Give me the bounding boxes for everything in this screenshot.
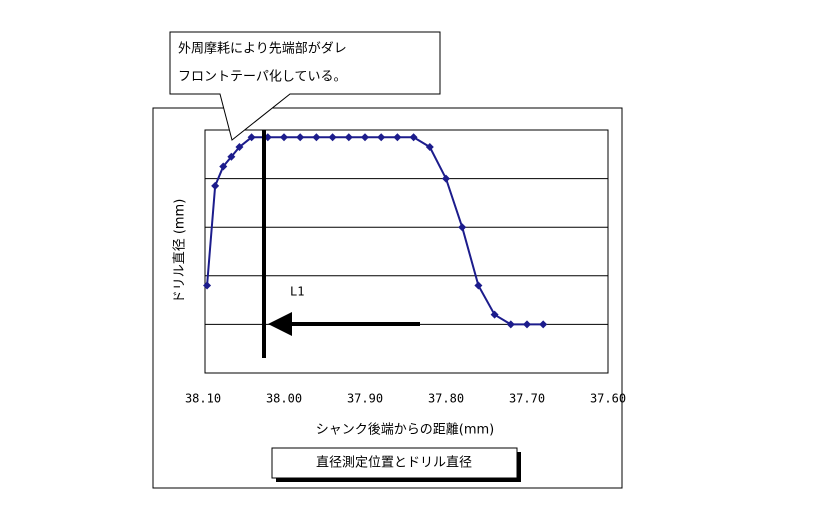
caption: 直径測定位置とドリル直径: [316, 456, 472, 471]
arrow-head: [268, 312, 292, 336]
x-tick-label: 37.80: [428, 392, 464, 406]
x-tick-label: 37.90: [347, 392, 383, 406]
x-tick-label: 38.00: [266, 392, 302, 406]
callout-box: [169, 31, 441, 141]
data-point: [247, 133, 256, 142]
data-point: [227, 152, 236, 161]
data-point: [203, 281, 212, 290]
data-point: [425, 143, 434, 152]
x-axis-title: シャンク後端からの距離(mm): [316, 423, 494, 438]
data-point: [393, 133, 402, 142]
x-tick-label: 38.10: [185, 392, 221, 406]
data-point: [474, 281, 483, 290]
callout-text: 外周摩耗により先端部がダレ: [178, 41, 347, 57]
data-point: [409, 133, 418, 142]
plot-area: 38.10 38.00 37.90 37.80 37.70 37.60: [185, 129, 626, 406]
y-axis-title: ドリル直径 (mm): [173, 199, 188, 304]
data-point: [490, 310, 499, 319]
data-point: [312, 133, 321, 142]
data-point: [506, 320, 515, 329]
x-tick-label: 37.70: [509, 392, 545, 406]
data-point: [219, 162, 228, 171]
data-point: [344, 133, 353, 142]
plot-background: [204, 129, 609, 374]
x-tick-label: 37.60: [590, 392, 626, 406]
data-point: [296, 133, 305, 142]
callout-text: フロントテーパ化している。: [178, 70, 346, 85]
data-point: [211, 181, 220, 190]
marker-label: L1: [290, 285, 304, 299]
data-point: [280, 133, 288, 142]
data-point: [539, 320, 548, 329]
data-point: [442, 174, 450, 183]
data-point: [328, 133, 337, 142]
data-point: [458, 223, 467, 232]
data-point: [377, 133, 386, 142]
caption-box: [271, 447, 518, 479]
data-point: [361, 133, 369, 142]
data-point: [523, 320, 531, 329]
data-point: [235, 143, 244, 152]
